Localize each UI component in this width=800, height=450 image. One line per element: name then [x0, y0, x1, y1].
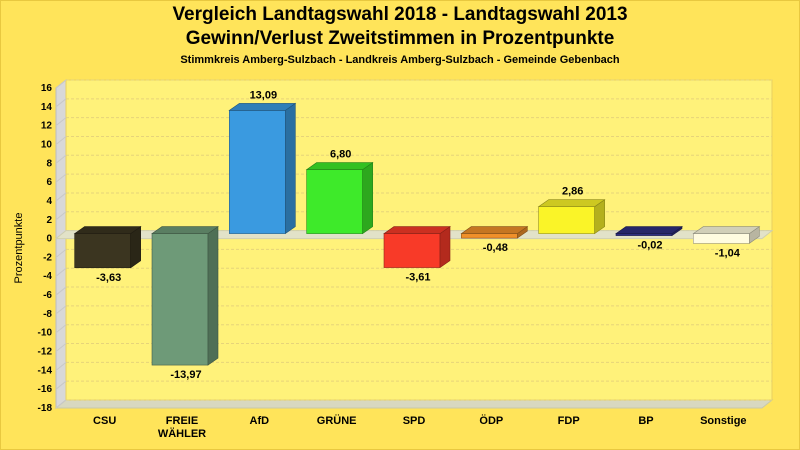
gridline-side: [55, 173, 67, 183]
y-tick-label: -10: [38, 328, 53, 339]
x-tick-label: CSU: [93, 415, 116, 427]
bar-8: [615, 226, 683, 237]
data-label: 13,09: [250, 89, 278, 101]
x-tick-label: WÄHLER: [158, 427, 206, 440]
y-tick-label: -12: [38, 347, 53, 358]
bar-side: [207, 226, 219, 366]
y-tick-label: 2: [46, 215, 52, 226]
plot-floor: [54, 399, 774, 409]
x-tick-label: ÖDP: [479, 414, 503, 427]
bar-7: [537, 199, 606, 235]
bar-side: [285, 102, 296, 235]
data-label: 2,86: [562, 186, 583, 198]
data-label: -3,63: [96, 272, 121, 284]
bar-top: [228, 103, 297, 111]
y-tick-label: 0: [46, 234, 52, 245]
y-tick-label: -2: [43, 252, 52, 263]
data-label: -1,04: [715, 247, 741, 259]
y-axis-label: Prozentpunkte: [13, 213, 25, 284]
x-tick-label: FDP: [558, 415, 580, 427]
bar-2: [151, 226, 219, 366]
data-label: -13,97: [170, 369, 201, 381]
y-tick-label: -8: [43, 309, 52, 320]
gridline-side: [55, 98, 67, 108]
y-tick-label: -6: [43, 290, 52, 301]
gridline-side: [55, 211, 67, 221]
gridline-side: [55, 117, 67, 127]
bar-top: [73, 226, 142, 234]
bar-front: [461, 233, 518, 239]
bar-front: [74, 233, 131, 269]
bar-top: [305, 162, 374, 170]
x-tick-label: FREIE: [166, 415, 198, 427]
bar-top: [692, 226, 761, 234]
x-tick-label: GRÜNE: [317, 414, 357, 427]
bar-1: [73, 226, 142, 269]
y-tick-label: 14: [41, 102, 53, 113]
y-tick-label: -16: [38, 384, 53, 395]
bar-top: [151, 226, 219, 234]
x-tick-label: BP: [638, 415, 653, 427]
y-tick-label: 10: [41, 139, 53, 150]
gridline-side: [55, 136, 67, 145]
gridline-side: [55, 399, 67, 409]
gridline-side: [55, 305, 67, 315]
bar-4: [305, 162, 374, 235]
bar-9: [692, 226, 761, 244]
y-tick-label: 6: [46, 177, 52, 188]
y-tick-label: -4: [43, 271, 52, 282]
gridline-side: [55, 249, 67, 258]
bar-top: [460, 226, 529, 234]
y-tick-label: 12: [41, 121, 53, 132]
chart-title-line2: Gewinn/Verlust Zweitstimmen in Prozentpu…: [185, 28, 615, 49]
data-label: -0,02: [637, 240, 662, 252]
bar-top: [383, 226, 451, 234]
bar-5: [383, 226, 451, 269]
bar-front: [229, 110, 286, 234]
gridline-side: [55, 192, 67, 202]
gridline-side: [55, 154, 67, 164]
gridline-side: [55, 343, 67, 352]
data-label: 6,80: [330, 149, 351, 161]
y-tick-label: 4: [46, 196, 52, 207]
bar-6: [460, 226, 529, 239]
bar-top: [537, 199, 606, 207]
x-tick-label: SPD: [403, 415, 426, 427]
bar-front: [538, 206, 595, 234]
bar-front: [306, 169, 363, 234]
chart-title: Vergleich Landtagswahl 2018 - Landtagswa…: [172, 4, 628, 25]
bar-front: [383, 233, 441, 268]
plot-side-wall: [55, 78, 67, 410]
gridline-side: [55, 79, 67, 89]
gridline-side: [55, 324, 67, 334]
gridline-side: [55, 267, 67, 277]
bar-side: [362, 162, 373, 235]
x-tick-label: AfD: [250, 415, 270, 427]
bar-front: [151, 233, 209, 366]
bar-front: [693, 233, 750, 244]
x-tick-label: Sonstige: [700, 415, 746, 427]
bar-3: [228, 102, 297, 235]
bar-top: [615, 226, 683, 234]
y-tick-label: 8: [46, 158, 52, 169]
chart-subtitle: Stimmkreis Amberg-Sulzbach - Landkreis A…: [180, 54, 620, 66]
data-label: -3,61: [405, 272, 430, 284]
gridline-side: [55, 361, 67, 371]
y-tick-label: 16: [41, 83, 53, 94]
gridline-side: [55, 286, 67, 296]
data-label: -0,48: [483, 242, 508, 254]
gridline-side: [55, 380, 67, 390]
y-tick-label: -18: [38, 403, 53, 414]
y-tick-label: -14: [38, 365, 53, 376]
